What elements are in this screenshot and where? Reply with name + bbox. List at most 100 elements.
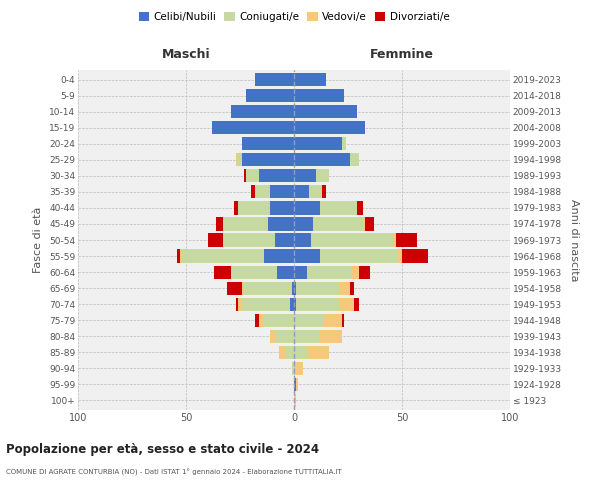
Bar [292,282,294,294]
Bar [238,202,270,214]
Bar [294,137,341,150]
Bar [259,170,294,182]
Bar [316,170,329,182]
Bar [294,394,296,407]
Bar [294,73,326,86]
Bar [227,282,242,294]
Text: Maschi: Maschi [161,48,211,61]
Bar [340,282,350,294]
Bar [233,202,238,214]
Bar [236,153,238,166]
Bar [275,330,294,343]
Bar [294,121,365,134]
Bar [270,186,294,198]
Bar [352,266,359,278]
Bar [324,314,341,327]
Bar [294,282,296,294]
Bar [307,346,329,359]
Bar [294,186,309,198]
Bar [294,330,320,343]
Bar [259,314,264,327]
Bar [359,266,370,278]
Bar [398,250,402,262]
Bar [232,105,294,118]
Bar [270,202,294,214]
Bar [350,282,355,294]
Bar [238,153,242,166]
Bar [294,346,307,359]
Bar [355,298,359,310]
Bar [294,89,344,102]
Bar [242,153,294,166]
Bar [320,330,341,343]
Bar [270,330,275,343]
Bar [296,298,340,310]
Text: Popolazione per età, sesso e stato civile - 2024: Popolazione per età, sesso e stato civil… [6,442,319,456]
Bar [294,266,307,278]
Bar [294,105,356,118]
Bar [320,250,398,262]
Text: COMUNE DI AGRATE CONTURBIA (NO) - Dati ISTAT 1° gennaio 2024 - Elaborazione TUTT: COMUNE DI AGRATE CONTURBIA (NO) - Dati I… [6,469,342,476]
Bar [313,218,363,230]
Bar [322,186,326,198]
Bar [212,121,294,134]
Bar [223,218,268,230]
Bar [307,266,352,278]
Text: Femmine: Femmine [370,48,434,61]
Bar [247,170,259,182]
Bar [251,186,255,198]
Bar [244,170,247,182]
Bar [294,218,313,230]
Bar [320,202,356,214]
Bar [277,266,294,278]
Bar [275,234,294,246]
Bar [268,218,294,230]
Bar [179,250,182,262]
Bar [294,378,296,391]
Bar [182,250,264,262]
Bar [395,234,417,246]
Bar [214,266,232,278]
Legend: Celibi/Nubili, Coniugati/e, Vedovi/e, Divorziati/e: Celibi/Nubili, Coniugati/e, Vedovi/e, Di… [134,8,454,26]
Bar [236,298,238,310]
Bar [294,250,320,262]
Y-axis label: Anni di nascita: Anni di nascita [569,198,578,281]
Bar [296,362,302,375]
Bar [350,153,359,166]
Bar [292,362,294,375]
Bar [402,250,428,262]
Bar [255,186,270,198]
Bar [294,314,324,327]
Bar [216,218,223,230]
Bar [244,282,292,294]
Bar [294,202,320,214]
Bar [340,298,355,310]
Bar [242,298,290,310]
Bar [394,234,395,246]
Bar [356,202,363,214]
Bar [290,298,294,310]
Y-axis label: Fasce di età: Fasce di età [34,207,43,273]
Bar [341,137,346,150]
Bar [264,250,294,262]
Bar [238,298,242,310]
Bar [264,314,294,327]
Bar [341,314,344,327]
Bar [247,89,294,102]
Bar [363,218,365,230]
Bar [286,346,294,359]
Bar [294,153,350,166]
Bar [255,314,259,327]
Bar [208,234,223,246]
Bar [365,218,374,230]
Bar [294,234,311,246]
Bar [242,282,244,294]
Bar [311,234,394,246]
Bar [279,346,286,359]
Bar [296,282,340,294]
Bar [232,266,277,278]
Bar [294,298,296,310]
Bar [294,170,316,182]
Bar [296,378,298,391]
Bar [294,362,296,375]
